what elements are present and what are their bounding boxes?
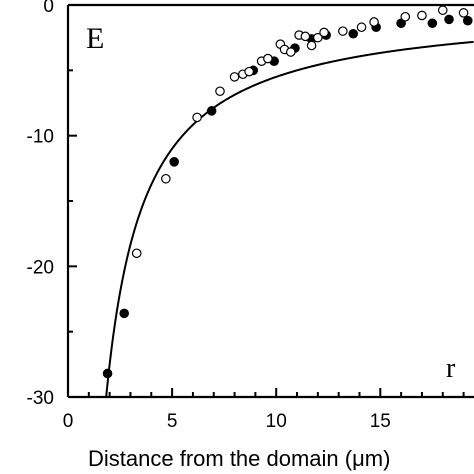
open-data-point	[319, 27, 329, 38]
filled-data-point	[427, 18, 438, 29]
open-data-point	[437, 5, 448, 16]
filled-data-point	[444, 14, 454, 25]
x-tick-label: 5	[167, 411, 178, 432]
x-variable-label: r	[446, 353, 456, 384]
filled-data-point	[348, 28, 359, 39]
open-data-point	[215, 86, 225, 97]
filled-data-point	[102, 368, 113, 379]
open-data-point	[161, 173, 171, 184]
filled-data-point	[462, 15, 473, 26]
open-data-point	[313, 32, 323, 43]
filled-data-point	[169, 157, 179, 167]
panel-label: E	[86, 22, 104, 55]
open-data-point	[192, 112, 202, 123]
x-tick-label: 10	[266, 411, 287, 432]
open-data-point	[369, 17, 379, 27]
open-data-point	[338, 26, 348, 36]
y-tick-label: -10	[27, 127, 54, 148]
y-tick-label: 0	[43, 0, 54, 17]
open-data-point	[306, 40, 317, 51]
y-tick-label: -30	[27, 388, 54, 409]
filled-data-point	[119, 308, 130, 319]
open-data-point	[356, 22, 367, 33]
filled-data-point	[206, 106, 217, 116]
open-data-point	[300, 31, 311, 42]
x-tick-label: 0	[63, 411, 74, 432]
y-tick-label: -20	[27, 257, 54, 278]
x-tick-label: 15	[370, 411, 391, 432]
axes	[66, 3, 474, 399]
open-data-point	[285, 47, 296, 57]
open-data-point	[131, 248, 142, 259]
fit-curve	[105, 40, 474, 398]
open-data-point	[263, 53, 273, 64]
open-data-point	[417, 10, 427, 21]
data-points	[102, 5, 473, 379]
fit-curve-layer	[105, 40, 474, 398]
x-axis-title: Distance from the domain (μm)	[88, 446, 390, 471]
axis-labels: 0 -10 -20 -30 0 5 10 15	[27, 0, 391, 432]
open-data-point	[458, 8, 469, 18]
open-data-point	[400, 11, 411, 22]
open-data-point	[229, 72, 240, 82]
open-data-point	[244, 66, 254, 77]
